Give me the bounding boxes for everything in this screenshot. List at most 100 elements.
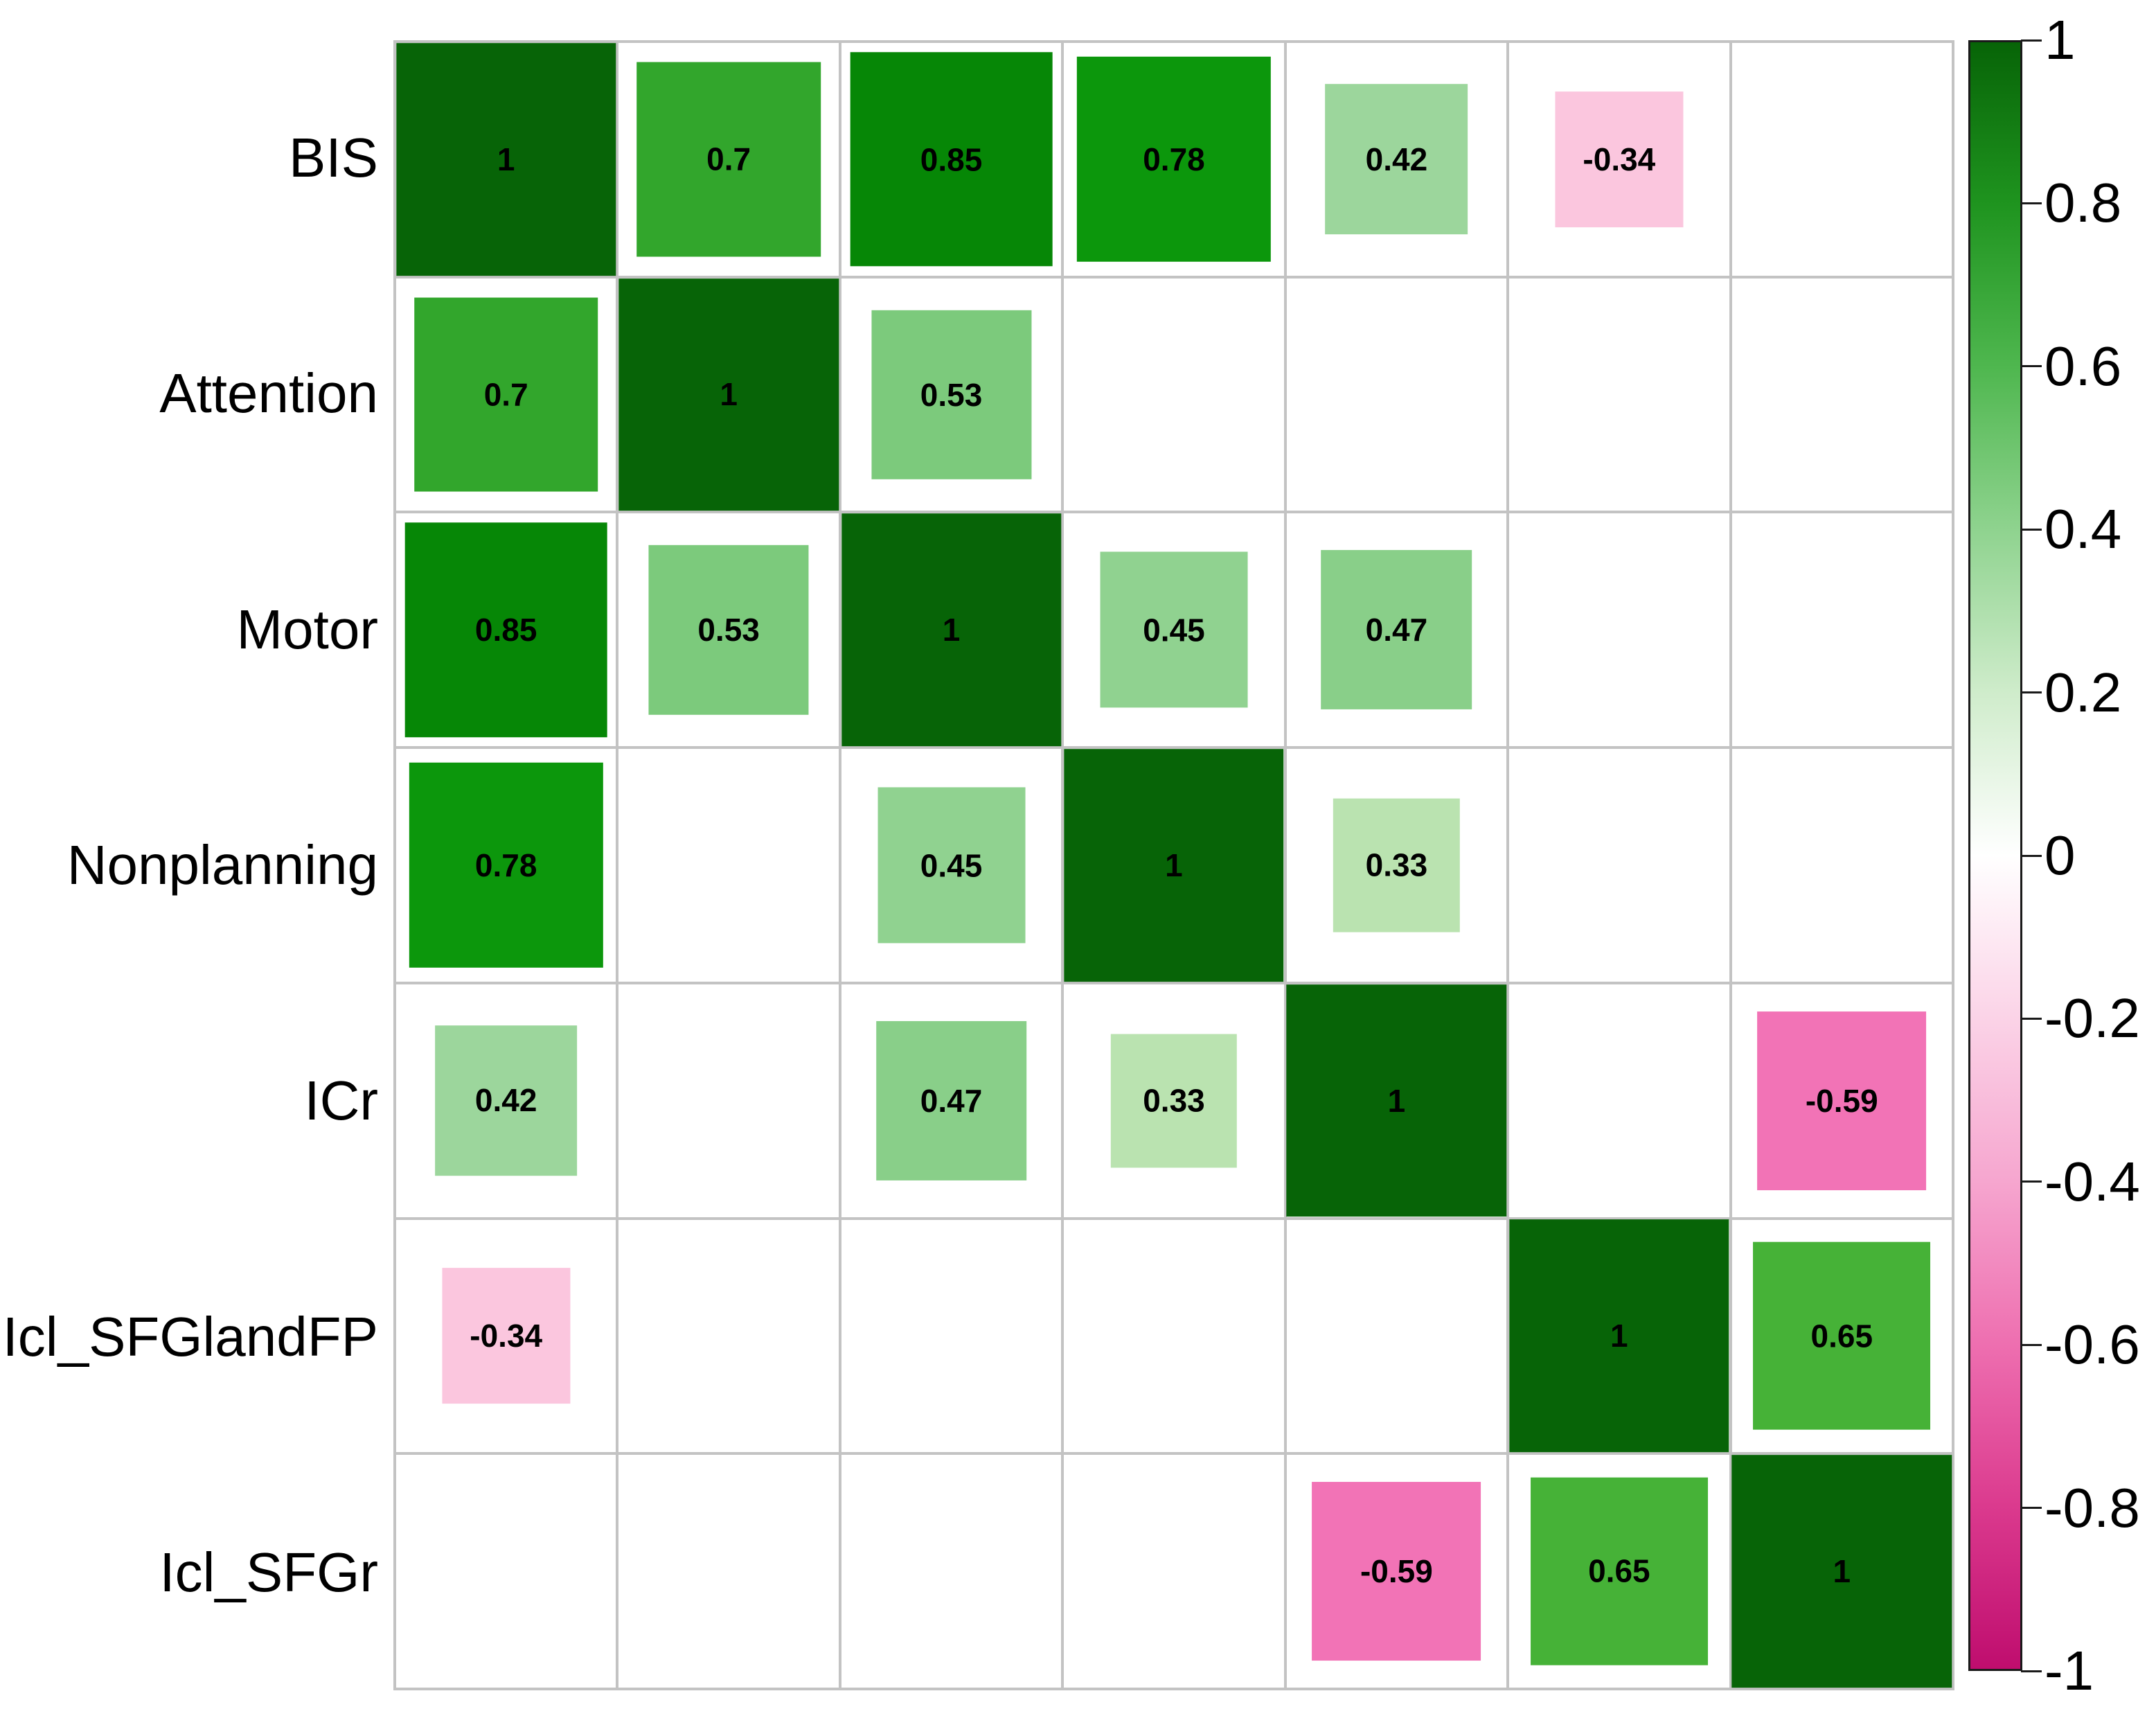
matrix-cell-Icl_SFGlandFP-Nonplanning [1062,1218,1285,1454]
correlation-value: 0.33 [1143,1082,1205,1119]
correlation-value: 0.33 [1365,847,1428,883]
colorbar-tick-label: 0.2 [2044,661,2122,723]
correlation-value: 1 [1610,1318,1628,1354]
matrix-cell-ICr-ICr: 1 [1285,982,1508,1219]
correlation-value: 0.47 [1365,612,1428,648]
matrix-cell-Icl_SFGlandFP-ICr [1285,1218,1508,1454]
correlation-value: 0.53 [697,612,760,648]
colorbar-tick [2021,1180,2042,1183]
correlation-square: 0.85 [404,522,608,738]
correlation-square: 0.42 [434,1025,578,1176]
correlation-value: 1 [720,376,738,413]
matrix-cell-Motor-Attention: 0.53 [617,512,840,748]
correlation-grid: 1 0.7 0.85 0.78 0.42 -0.34 0.7 1 0.53 0.85 0.53 1 0.… [393,40,1954,1690]
matrix-cell-ICr-BIS: 0.42 [395,982,618,1219]
correlation-value: 0.7 [706,141,751,177]
colorbar-tick [2021,39,2042,42]
correlation-square: -0.59 [1757,1011,1927,1190]
correlation-value: 0.7 [483,376,528,413]
colorbar-tick-label: -0.6 [2044,1313,2140,1376]
correlation-value: 0.78 [474,847,537,883]
correlation-value: -0.59 [1805,1082,1878,1119]
matrix-cell-Icl_SFGlandFP-Icl_SFGr: 0.65 [1730,1218,1953,1454]
colorbar-gradient [1968,40,2022,1671]
colorbar-tick [2021,691,2042,694]
correlation-square: 1 [1509,1219,1729,1453]
matrix-cell-Motor-Nonplanning: 0.45 [1062,512,1285,748]
matrix-cell-ICr-Attention [617,982,840,1219]
matrix-cell-Icl_SFGlandFP-Attention [617,1218,840,1454]
correlation-square: 1 [395,42,616,276]
correlation-square: 1 [618,278,839,511]
colorbar-tick [2021,528,2042,531]
correlation-value: 0.42 [1365,141,1428,177]
matrix-cell-Motor-ICr: 0.47 [1285,512,1508,748]
correlation-value: 0.65 [1588,1553,1650,1590]
matrix-cell-BIS-Icl_SFGlandFP: -0.34 [1508,42,1731,277]
correlation-value: 0.85 [920,141,983,177]
matrix-cell-Nonplanning-Motor: 0.45 [839,748,1063,983]
correlation-square: 1 [841,513,1062,747]
row-label-BIS: BIS [289,127,378,189]
correlation-value: -0.59 [1360,1553,1433,1590]
correlation-value: -0.34 [470,1318,543,1354]
correlation-square: 0.53 [648,545,809,715]
correlation-square: 0.7 [413,297,598,492]
matrix-cell-Icl_SFGlandFP-Motor [839,1218,1063,1454]
correlation-value: 0.65 [1810,1318,1873,1354]
correlation-square: 0.42 [1325,84,1468,235]
correlation-square: 1 [1731,1455,1952,1688]
correlation-square: 0.53 [871,310,1032,479]
colorbar-tick-label: 0.4 [2044,498,2122,560]
correlation-value: 1 [1833,1553,1851,1590]
matrix-cell-Icl_SFGr-Icl_SFGr: 1 [1730,1453,1953,1689]
colorbar-tick-label: -1 [2044,1640,2094,1701]
row-label-Icl_SFGlandFP: Icl_SFGlandFP [2,1305,378,1368]
matrix-cell-BIS-Attention: 0.7 [617,42,840,277]
colorbar-tick-label: -0.4 [2044,1150,2140,1212]
row-label-Attention: Attention [159,362,378,425]
correlation-value: 0.45 [920,847,983,883]
colorbar-tick-label: 0 [2044,824,2076,886]
matrix-cell-Icl_SFGr-BIS [395,1453,618,1689]
correlation-square: 0.47 [1321,550,1472,710]
matrix-cell-Attention-Nonplanning [1062,276,1285,513]
matrix-cell-Motor-Motor: 1 [839,512,1063,748]
colorbar-tick [2021,1343,2042,1346]
matrix-cell-Nonplanning-Icl_SFGlandFP [1508,748,1731,983]
correlation-square: 0.78 [1076,56,1272,263]
matrix-cell-BIS-ICr: 0.42 [1285,42,1508,277]
matrix-cell-BIS-BIS: 1 [395,42,618,277]
row-label-Motor: Motor [236,598,379,660]
correlation-square: 1 [1286,984,1507,1217]
correlation-square: 0.78 [409,762,603,968]
correlation-square: 0.45 [1100,551,1248,708]
correlation-value: 1 [1387,1082,1406,1119]
matrix-cell-Attention-ICr [1285,276,1508,513]
matrix-cell-ICr-Nonplanning: 0.33 [1062,982,1285,1219]
matrix-cell-ICr-Icl_SFGr: -0.59 [1730,982,1953,1219]
correlation-value: 0.53 [920,376,983,413]
matrix-cell-Icl_SFGr-Motor [839,1453,1063,1689]
matrix-cell-Attention-Icl_SFGlandFP [1508,276,1731,513]
matrix-cell-Nonplanning-BIS: 0.78 [395,748,618,983]
matrix-cell-Motor-Icl_SFGr [1730,512,1953,748]
correlation-square: 0.65 [1753,1242,1931,1430]
correlation-square: 0.85 [850,52,1053,267]
colorbar-tick-label: -0.8 [2044,1476,2140,1539]
correlation-square: 1 [1064,749,1284,982]
correlation-square: 0.65 [1530,1477,1708,1665]
matrix-cell-Icl_SFGr-Icl_SFGlandFP: 0.65 [1508,1453,1731,1689]
colorbar-tick-label: 1 [2044,9,2076,71]
correlation-value: 0.42 [474,1082,537,1119]
matrix-cell-BIS-Icl_SFGr [1730,42,1953,277]
colorbar-tick-label: 0.8 [2044,172,2122,234]
matrix-cell-Icl_SFGr-ICr: -0.59 [1285,1453,1508,1689]
matrix-cell-Attention-BIS: 0.7 [395,276,618,513]
row-label-Nonplanning: Nonplanning [66,834,378,896]
colorbar-tick-label: -0.2 [2044,987,2140,1050]
correlation-value: 0.78 [1143,141,1205,177]
colorbar-tick [2021,1017,2042,1020]
correlation-square: 0.47 [875,1020,1027,1180]
